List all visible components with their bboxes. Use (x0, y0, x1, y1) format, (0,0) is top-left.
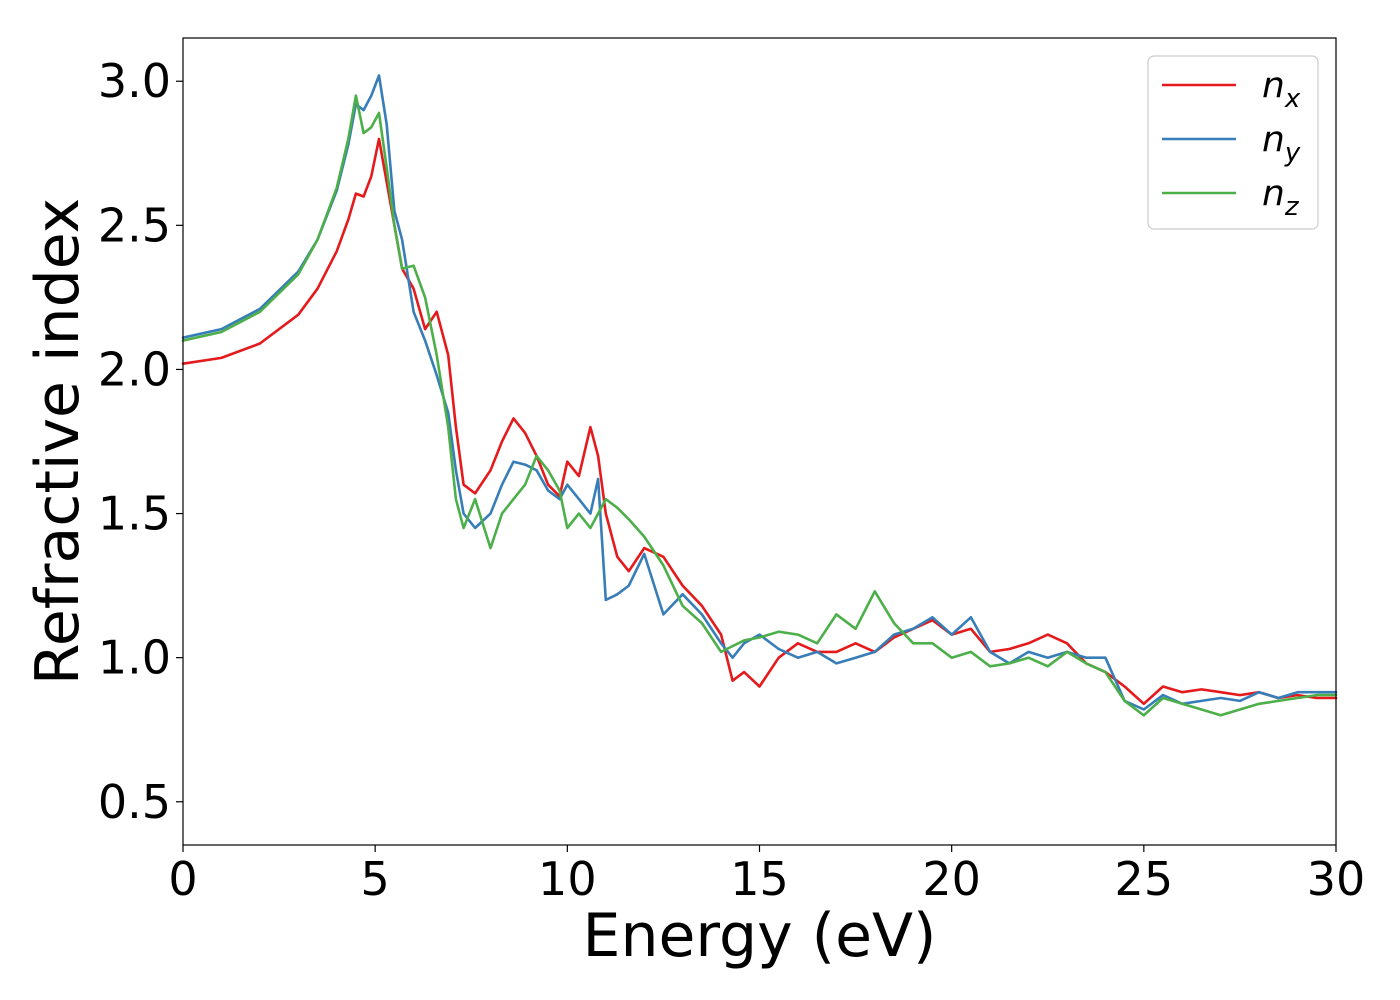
y-axis-ticks: 0.5 1.0 1.5 2.0 2.5 3.0 (98, 54, 183, 829)
x-axis-ticks: 0 5 10 15 20 25 30 (168, 845, 1365, 906)
legend-box (1147, 55, 1319, 230)
y-axis-title: Refractive index (23, 198, 93, 685)
series-line-nz (181, 94, 1338, 717)
x-tick-label: 10 (538, 852, 597, 906)
x-tick-label: 0 (168, 852, 197, 906)
y-tick-label: 0.5 (98, 775, 171, 829)
y-tick-label: 3.0 (98, 54, 171, 108)
x-tick-label: 30 (1307, 852, 1366, 906)
x-axis-title: Energy (eV) (583, 901, 937, 971)
y-tick-label: 1.5 (98, 487, 171, 541)
y-tick-label: 2.0 (98, 342, 171, 396)
y-tick-label: 1.0 (98, 631, 171, 685)
plot-lines (181, 74, 1338, 717)
x-tick-label: 20 (922, 852, 981, 906)
x-tick-label: 15 (730, 852, 789, 906)
x-tick-label: 5 (361, 852, 390, 906)
x-tick-label: 25 (1115, 852, 1174, 906)
series-line-ny (181, 74, 1338, 711)
y-tick-label: 2.5 (98, 198, 171, 252)
